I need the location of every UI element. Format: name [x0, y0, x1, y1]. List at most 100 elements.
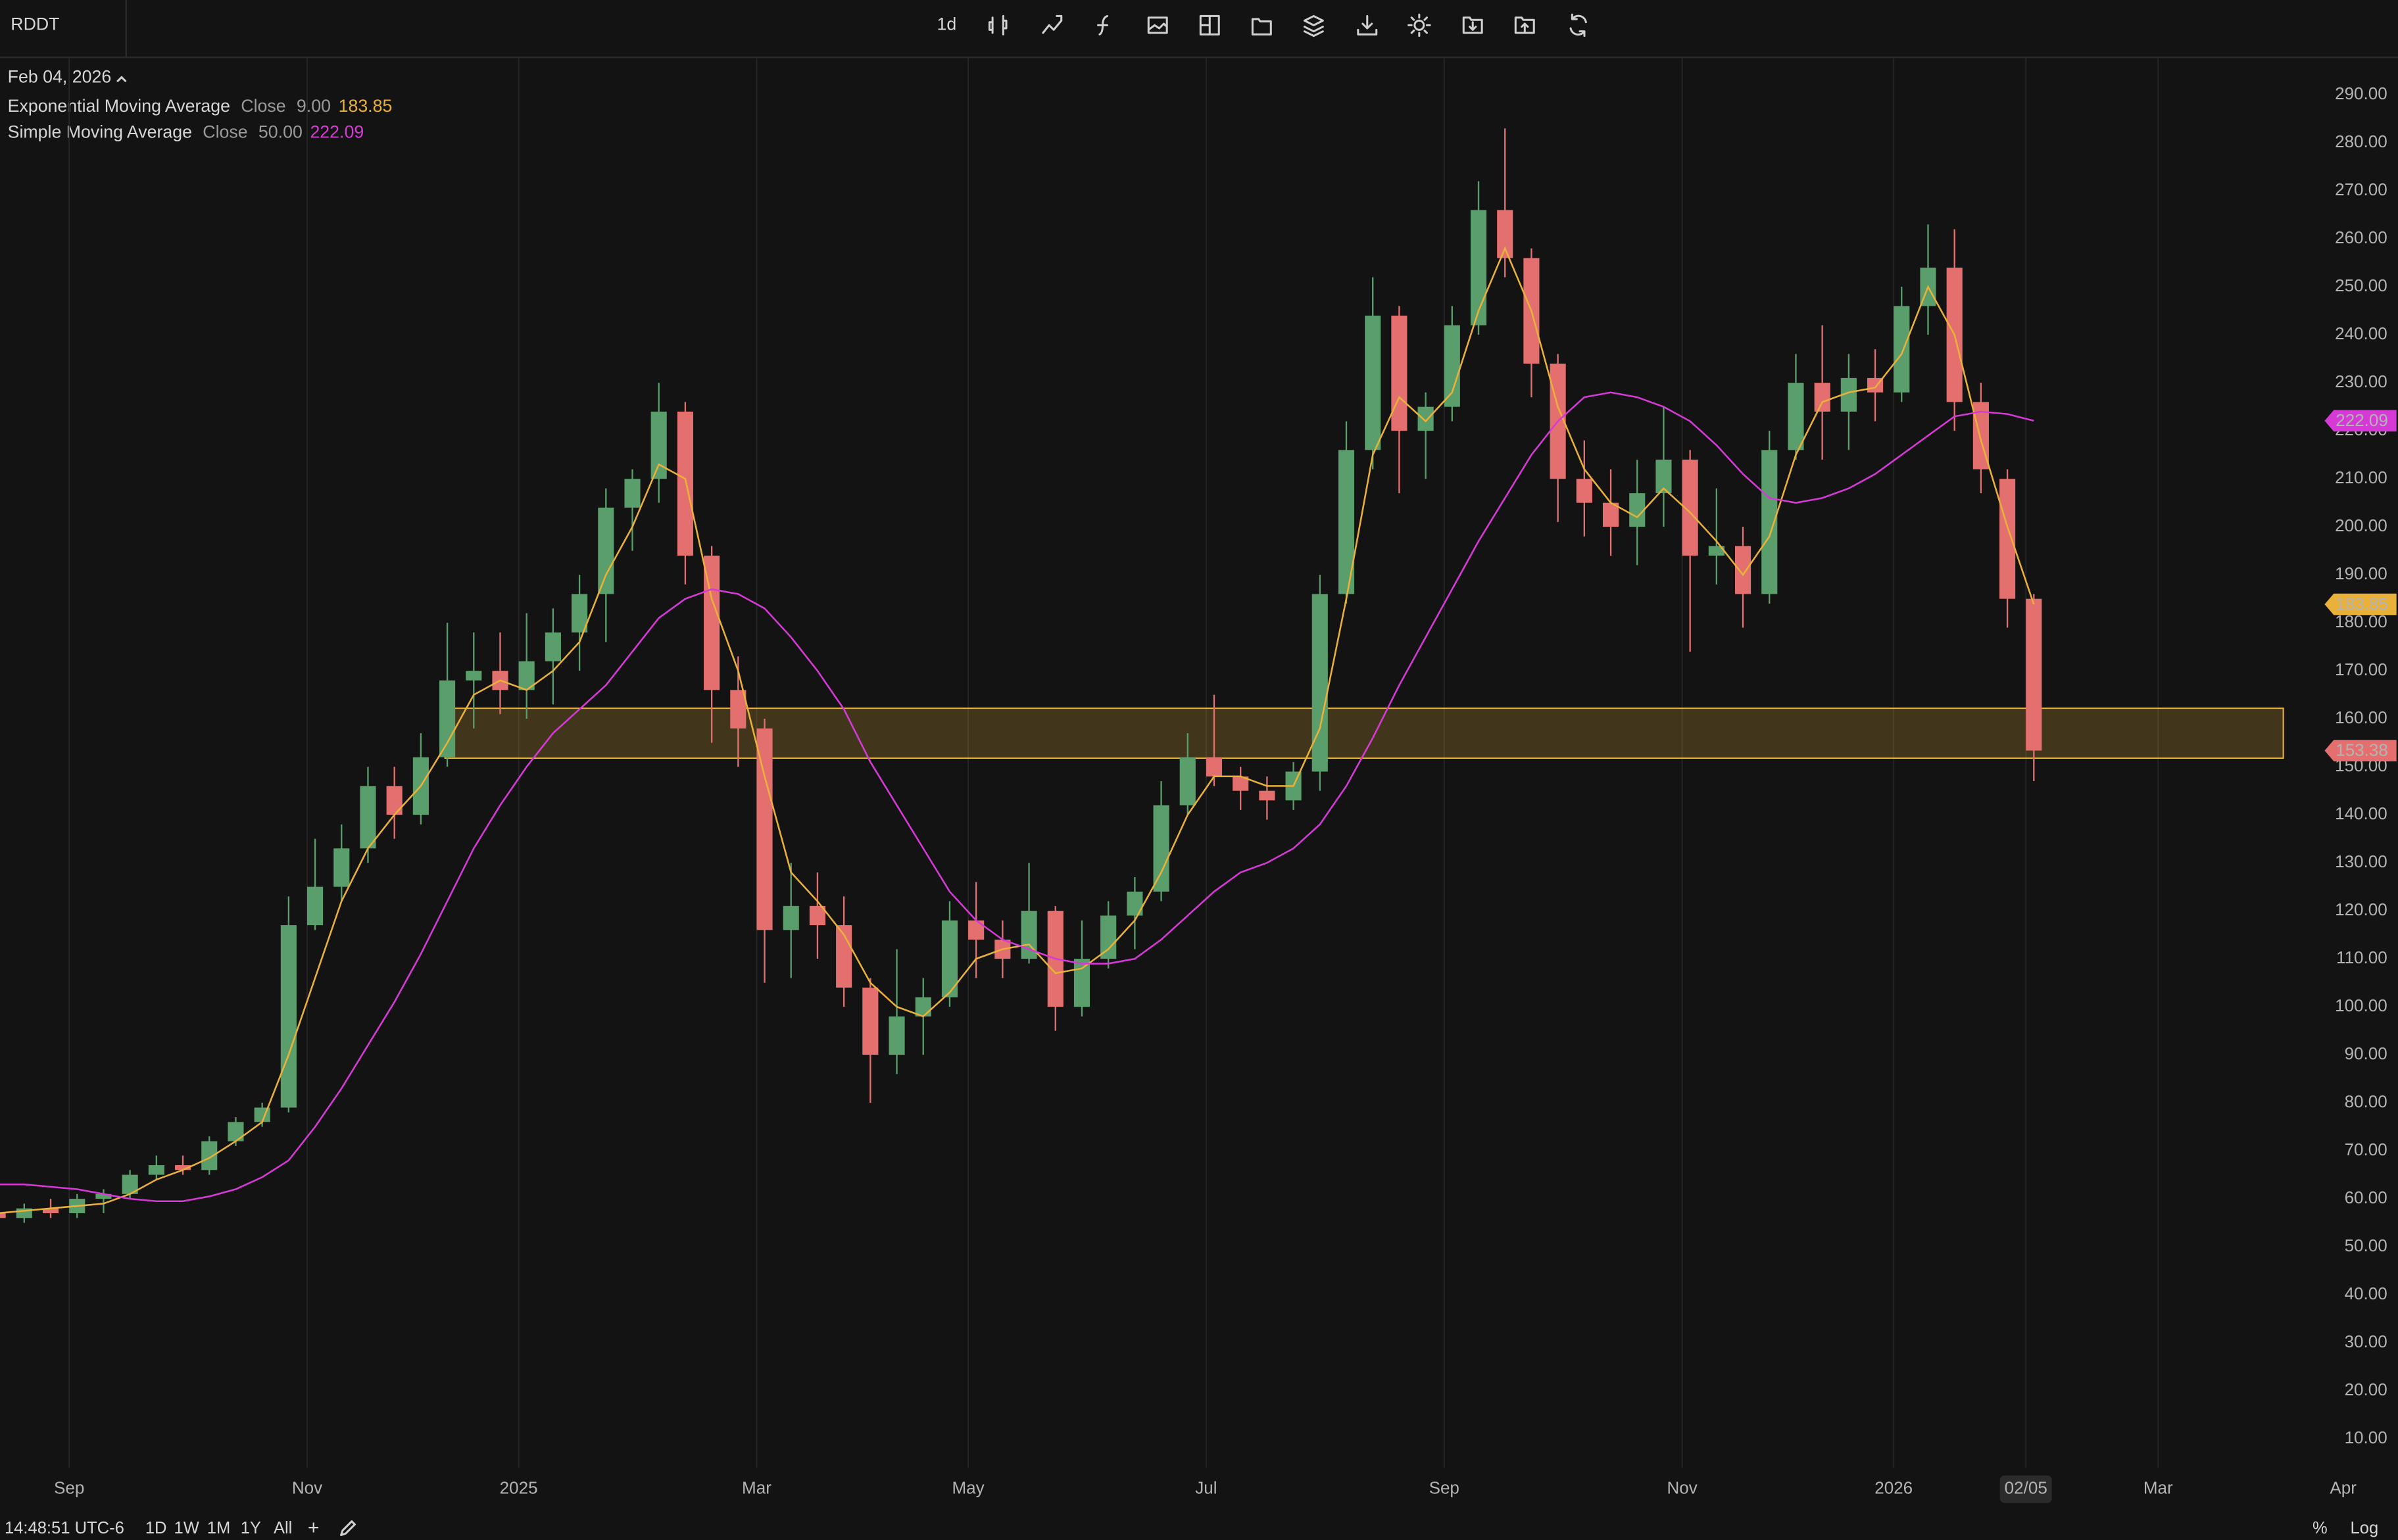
candle-body — [1444, 325, 1460, 407]
draw-button[interactable] — [340, 1520, 356, 1537]
price-zone — [444, 708, 2284, 759]
candle-body — [1417, 406, 1434, 431]
y-tick-label: 140.00 — [2335, 804, 2387, 823]
y-tick-label: 250.00 — [2335, 276, 2387, 295]
y-tick-label: 110.00 — [2336, 948, 2387, 967]
y-tick-label: 280.00 — [2335, 132, 2387, 151]
x-tick-label: Apr — [2330, 1478, 2357, 1498]
candle-body — [624, 479, 641, 508]
toolbar-icon[interactable] — [1097, 14, 1108, 36]
candle-body — [306, 886, 324, 926]
y-tick-label: 10.00 — [2345, 1428, 2387, 1447]
candle-body — [1206, 757, 1223, 777]
x-tick-label: 02/05 — [2005, 1478, 2047, 1498]
candle-body — [756, 728, 773, 930]
range-button[interactable]: 1W — [174, 1519, 200, 1537]
candle-body — [1153, 805, 1169, 892]
toolbar-icon[interactable] — [1251, 18, 1272, 36]
clock: 14:48:51 UTC-6 — [5, 1519, 124, 1537]
range-button[interactable]: All — [274, 1519, 292, 1537]
candle-body — [889, 1016, 905, 1055]
indicator-length: 50.00 — [258, 122, 303, 141]
candle-body — [650, 411, 667, 479]
x-tick-label: Jul — [1195, 1478, 1217, 1498]
range-button[interactable]: 1Y — [241, 1519, 261, 1537]
candle-body — [1100, 915, 1117, 959]
y-tick-label: 190.00 — [2335, 564, 2387, 583]
interval-button[interactable]: 1d — [937, 14, 956, 34]
toolbar-icon[interactable] — [1407, 13, 1431, 37]
y-tick-label: 90.00 — [2345, 1044, 2387, 1063]
legend-row: Simple Moving Average Close 50.00 222.09 — [8, 122, 364, 141]
candle-body — [466, 671, 482, 681]
y-tick-label: 200.00 — [2335, 516, 2387, 535]
candle-body — [783, 905, 799, 930]
collapse-caret[interactable] — [116, 76, 127, 82]
indicator-value: 222.09 — [310, 122, 364, 141]
toolbar-icon[interactable] — [1199, 14, 1220, 36]
candle-body — [1073, 959, 1090, 1007]
candle-body — [148, 1165, 164, 1175]
candle-body — [1814, 383, 1830, 412]
x-tick-label: Nov — [292, 1478, 322, 1498]
candle-body — [730, 690, 746, 729]
indicator-source: Close — [241, 96, 285, 116]
candle-body — [280, 925, 297, 1108]
candle-body — [1470, 210, 1487, 325]
candle-body — [1233, 776, 1249, 791]
price-tag-label: 153.38 — [2336, 740, 2388, 760]
y-tick-label: 40.00 — [2345, 1284, 2387, 1303]
toolbar-icons — [988, 13, 1587, 37]
percent-toggle[interactable]: % — [2312, 1519, 2328, 1537]
y-tick-label: 60.00 — [2345, 1188, 2387, 1207]
y-tick-label: 260.00 — [2335, 228, 2387, 247]
candle-body — [1629, 493, 1646, 527]
toolbar-icon[interactable] — [1569, 13, 1587, 37]
candle-body — [1179, 757, 1196, 806]
price-tag: 153.38 — [2324, 740, 2397, 761]
toolbar-icon[interactable] — [1147, 16, 1168, 34]
candle-body — [572, 594, 588, 633]
price-tag-label: 222.09 — [2336, 410, 2388, 430]
candle-body — [1708, 546, 1725, 556]
indicator-source: Close — [203, 122, 247, 141]
y-tick-label: 130.00 — [2335, 852, 2387, 871]
candle-body — [1259, 790, 1275, 801]
symbol[interactable]: RDDT — [11, 14, 59, 34]
candle-body — [1894, 306, 1910, 393]
toolbar-icon[interactable] — [1514, 16, 1535, 34]
candle-body — [0, 1213, 6, 1218]
candle-body — [386, 786, 403, 815]
price-tag-shape — [2324, 740, 2397, 761]
ma-line — [0, 391, 2034, 1203]
range-button[interactable]: 1D — [145, 1519, 167, 1537]
candle-body — [42, 1208, 59, 1214]
ma-line — [0, 246, 2035, 1214]
toolbar-icon[interactable] — [1357, 14, 1378, 36]
toolbar-icon[interactable] — [1303, 14, 1324, 37]
toolbar-icon[interactable] — [1462, 16, 1483, 34]
indicator-name: Simple Moving Average — [8, 122, 192, 141]
candle-body — [1788, 383, 1804, 450]
plot: Sep Nov 2025 Mar May Jul Sep Nov 2026 02/05 Mar Apr… — [0, 58, 2397, 1503]
indicator-name: Exponential Moving Average — [8, 96, 230, 116]
y-tick-label: 100.00 — [2335, 996, 2387, 1015]
range-button[interactable]: 1M — [207, 1519, 231, 1537]
price-tag: 183.85 — [2324, 593, 2397, 615]
add-range-button[interactable]: + — [308, 1517, 320, 1539]
candle-body — [174, 1165, 191, 1170]
candle-body — [1497, 210, 1513, 258]
toolbar-icon[interactable] — [988, 14, 1008, 36]
log-toggle[interactable]: Log — [2351, 1519, 2379, 1537]
toolbar-icon[interactable] — [1042, 14, 1063, 34]
price-tag-shape — [2324, 410, 2397, 432]
candle-body — [2026, 598, 2042, 751]
candle-body — [1602, 502, 1619, 527]
candle-body — [1311, 594, 1328, 772]
candle-body — [677, 411, 693, 556]
x-tick-label: Mar — [2143, 1478, 2173, 1498]
x-tick-label: May — [952, 1478, 984, 1498]
bottom-bar: 14:48:51 UTC-6 1D 1W 1M 1Y All + % Log — [5, 1517, 2378, 1539]
